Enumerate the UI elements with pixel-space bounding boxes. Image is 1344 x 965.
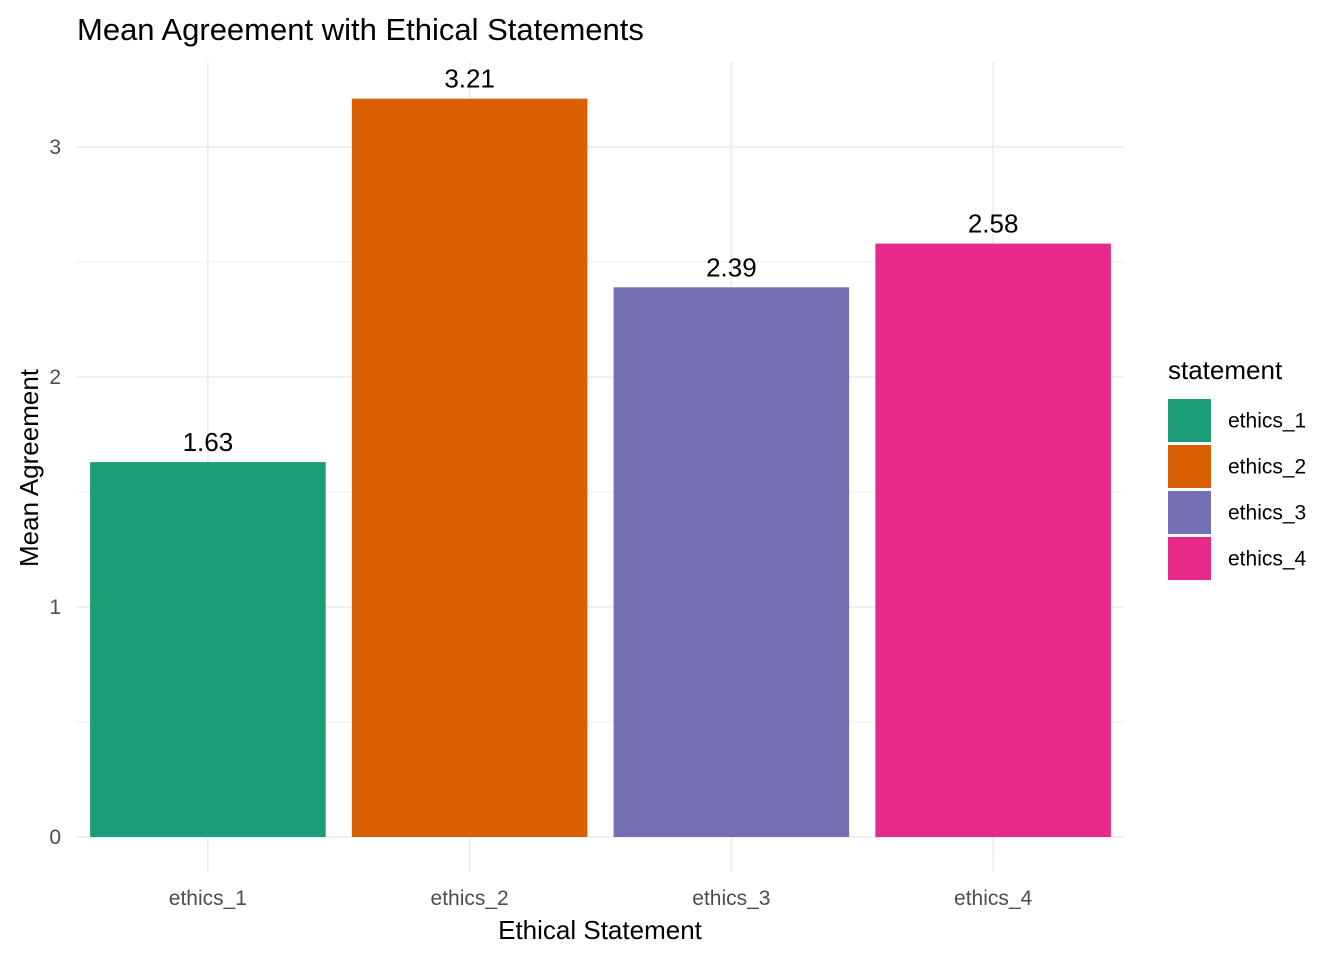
legend-label-ethics_1: ethics_1 (1228, 410, 1306, 433)
data-labels: 1.63 3.21 2.39 2.58 (183, 64, 1019, 457)
x-tick-label: ethics_3 (692, 887, 770, 910)
data-label-ethics_2: 3.21 (444, 64, 495, 94)
x-tick-label: ethics_4 (954, 887, 1033, 910)
bar-ethics_4 (875, 243, 1111, 838)
legend: statement ethics_1ethics_2ethics_3ethics… (1168, 355, 1307, 580)
data-label-ethics_4: 2.58 (968, 209, 1019, 239)
legend-items: ethics_1 ethics_2 ethics_3 ethics_4 (1168, 399, 1307, 580)
legend-label-ethics_2: ethics_2 (1228, 456, 1306, 479)
legend-key-ethics_1 (1168, 399, 1211, 442)
legend-key-ethics_4 (1168, 537, 1211, 580)
bar-ethics_1 (90, 462, 326, 837)
bar-ethics_2 (351, 98, 588, 837)
chart-title: Mean Agreement with Ethical Statements (77, 12, 644, 47)
y-tick-label: 1 (49, 596, 61, 619)
legend-key-ethics_2 (1168, 445, 1211, 488)
x-axis-title: Ethical Statement (498, 915, 703, 945)
y-tick-label: 2 (49, 366, 61, 389)
legend-title: statement (1168, 355, 1283, 385)
y-tick-label: 3 (49, 136, 61, 159)
y-axis-title: Mean Agreement (14, 368, 44, 567)
bars (90, 98, 1111, 838)
data-label-ethics_1: 1.63 (183, 427, 234, 457)
legend-label-ethics_3: ethics_3 (1228, 502, 1306, 525)
data-label-ethics_3: 2.39 (706, 252, 757, 282)
bar-ethics_3 (613, 287, 850, 837)
legend-key-ethics_3 (1168, 491, 1211, 534)
y-axis-ticks: 0 1 2 3 (49, 136, 61, 849)
x-tick-label: ethics_1 (169, 887, 247, 910)
y-tick-label: 0 (49, 826, 61, 849)
x-tick-label: ethics_2 (431, 887, 509, 910)
legend-label-ethics_4: ethics_4 (1228, 548, 1307, 571)
x-axis-ticks: ethics_1 ethics_2 ethics_3 ethics_4 (169, 887, 1033, 910)
